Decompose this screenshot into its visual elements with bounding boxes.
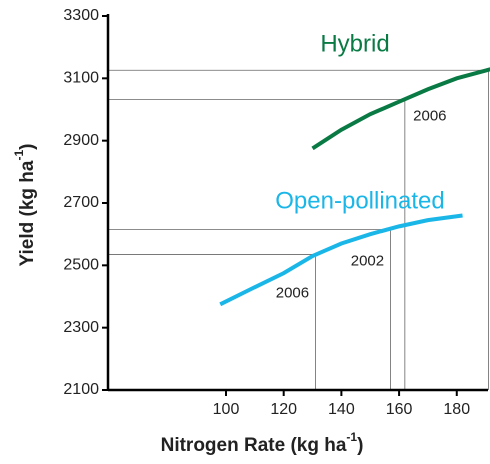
series-label: Hybrid <box>320 30 389 57</box>
x-tick-label: 180 <box>443 401 470 418</box>
x-tick-label: 100 <box>213 401 240 418</box>
y-tick-label: 2100 <box>63 381 99 398</box>
x-tick-label: 160 <box>386 401 413 418</box>
y-tick-label: 2700 <box>63 194 99 211</box>
annotation: 2006 <box>276 284 309 301</box>
x-tick-label: 140 <box>328 401 355 418</box>
y-tick-label: 2900 <box>63 132 99 149</box>
y-tick-label: 3300 <box>63 7 99 24</box>
y-tick-label: 2500 <box>63 257 99 274</box>
annotation: 2006 <box>413 107 446 124</box>
annotation: 2002 <box>351 252 384 269</box>
x-axis-label: Nitrogen Rate (kg ha-1) <box>161 430 364 456</box>
y-tick-label: 3100 <box>63 70 99 87</box>
series-line <box>219 213 463 307</box>
series-line <box>311 67 490 151</box>
y-tick-label: 2300 <box>63 319 99 336</box>
x-tick-label: 120 <box>270 401 297 418</box>
y-axis-label: Yield (kg ha-1) <box>12 144 38 267</box>
series-label: Open-pollinated <box>275 187 444 214</box>
